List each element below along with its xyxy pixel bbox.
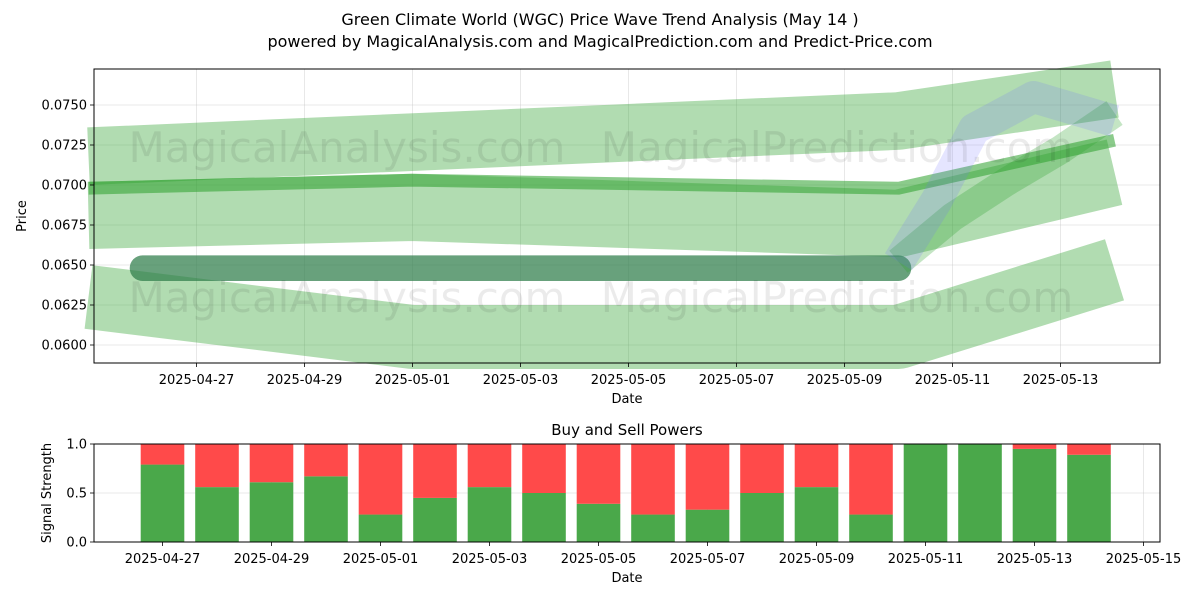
sell-bar: [195, 444, 239, 488]
price-y-tick-label: 0.0650: [42, 259, 88, 274]
signal-y-label: Signal Strength: [40, 443, 55, 543]
price-watermarks: MagicalAnalysis.com MagicalPrediction.co…: [129, 123, 1074, 322]
price-panel: MagicalAnalysis.com MagicalPrediction.co…: [15, 60, 1161, 407]
price-x-tick-label: 2025-04-29: [267, 373, 343, 388]
price-x-tick-label: 2025-05-03: [483, 373, 559, 388]
buy-bar: [195, 487, 239, 542]
sell-bar: [631, 444, 675, 515]
sell-bar: [849, 444, 893, 515]
watermark-3: MagicalAnalysis.com: [129, 273, 566, 322]
watermark-1: MagicalAnalysis.com: [129, 123, 566, 172]
signal-x-tick-label: 2025-05-05: [561, 552, 637, 567]
price-x-ticks: 2025-04-27 2025-04-29 2025-05-01 2025-05-03…: [159, 363, 1099, 388]
price-y-tick-label: 0.0725: [42, 139, 88, 154]
buy-bar: [740, 493, 784, 542]
signal-panel: Buy and Sell Powers 2025-04-27 2025-04-29…: [40, 421, 1181, 586]
price-x-tick-label: 2025-05-05: [591, 373, 667, 388]
price-y-ticks: 0.0600 0.0625 0.0650 0.0675 0.0700 0.0725 0.07…: [42, 99, 94, 354]
signal-x-tick-label: 2025-05-11: [888, 552, 964, 567]
price-y-tick-label: 0.0750: [42, 99, 88, 114]
sell-bar: [413, 444, 457, 498]
buy-bar: [304, 476, 348, 542]
buy-bar: [522, 493, 566, 542]
signal-x-tick-label: 2025-05-15: [1106, 552, 1182, 567]
signal-x-tick-label: 2025-05-01: [343, 552, 419, 567]
price-x-tick-label: 2025-05-13: [1023, 373, 1099, 388]
chart-subtitle: powered by MagicalAnalysis.com and Magic…: [267, 32, 932, 51]
buy-bar: [685, 509, 730, 542]
sell-bar: [140, 444, 185, 465]
sell-bar: [576, 444, 621, 504]
sell-bar: [249, 444, 294, 483]
buy-bar: [631, 514, 675, 542]
signal-y-ticks: 0.0 0.5 1.0: [66, 438, 94, 551]
watermark-2: MagicalPrediction.com: [601, 123, 1074, 172]
wave-band-thin-trend-line: [88, 133, 1116, 195]
watermark-4: MagicalPrediction.com: [601, 273, 1074, 322]
price-y-tick-label: 0.0600: [42, 339, 88, 354]
wave-band-lower-wave-band: [84, 239, 1125, 369]
sell-bar: [304, 444, 348, 477]
buy-bar: [413, 497, 457, 542]
signal-x-ticks: 2025-04-27 2025-04-29 2025-05-01 2025-05-03…: [125, 542, 1182, 567]
buy-bar: [140, 464, 185, 542]
signal-title: Buy and Sell Powers: [551, 421, 703, 439]
sell-bar: [522, 444, 566, 493]
price-y-label: Price: [15, 200, 30, 232]
buy-bar: [903, 444, 948, 542]
sell-bar: [467, 444, 512, 488]
sell-bar: [685, 444, 730, 510]
price-x-tick-label: 2025-05-11: [915, 373, 991, 388]
signal-x-tick-label: 2025-05-09: [779, 552, 855, 567]
signal-y-tick-label: 0.0: [66, 536, 87, 551]
buy-bar: [358, 514, 403, 542]
buy-bar: [576, 503, 621, 542]
signal-x-tick-label: 2025-05-03: [452, 552, 528, 567]
signal-x-tick-label: 2025-04-29: [234, 552, 310, 567]
price-x-tick-label: 2025-04-27: [159, 373, 235, 388]
price-x-label: Date: [611, 392, 642, 407]
price-x-tick-label: 2025-05-09: [807, 373, 883, 388]
signal-y-tick-label: 0.5: [66, 487, 87, 502]
sell-bar: [794, 444, 839, 488]
price-wave-series: [84, 60, 1125, 369]
price-plot-frame: [93, 68, 1161, 364]
price-y-tick-label: 0.0675: [42, 219, 88, 234]
sell-bar: [1012, 444, 1057, 449]
price-x-tick-label: 2025-05-07: [699, 373, 775, 388]
sell-bar: [740, 444, 784, 493]
wave-band-upper-wave-band: [87, 60, 1119, 185]
signal-x-label: Date: [611, 571, 642, 586]
buy-bar: [1012, 448, 1057, 542]
buy-bar: [958, 444, 1002, 542]
signal-x-tick-label: 2025-05-13: [997, 552, 1073, 567]
price-y-tick-label: 0.0700: [42, 179, 88, 194]
buy-bar: [849, 514, 893, 542]
signal-x-tick-label: 2025-05-07: [670, 552, 746, 567]
buy-bar: [794, 487, 839, 542]
price-y-tick-label: 0.0625: [42, 299, 88, 314]
signal-y-tick-label: 1.0: [66, 438, 87, 453]
chart-title: Green Climate World (WGC) Price Wave Tre…: [341, 10, 858, 29]
sell-bar: [1067, 444, 1111, 455]
wave-band-projection-green: [889, 101, 1123, 273]
signal-bars: [140, 444, 1111, 542]
wave-band-projection-blue: [884, 81, 1120, 271]
sell-bar: [358, 444, 403, 515]
buy-bar: [1067, 454, 1111, 542]
signal-x-tick-label: 2025-04-27: [125, 552, 201, 567]
buy-bar: [467, 487, 512, 542]
price-x-tick-label: 2025-05-01: [375, 373, 451, 388]
wave-band-middle-wave-band: [87, 139, 1123, 257]
buy-bar: [249, 482, 294, 542]
